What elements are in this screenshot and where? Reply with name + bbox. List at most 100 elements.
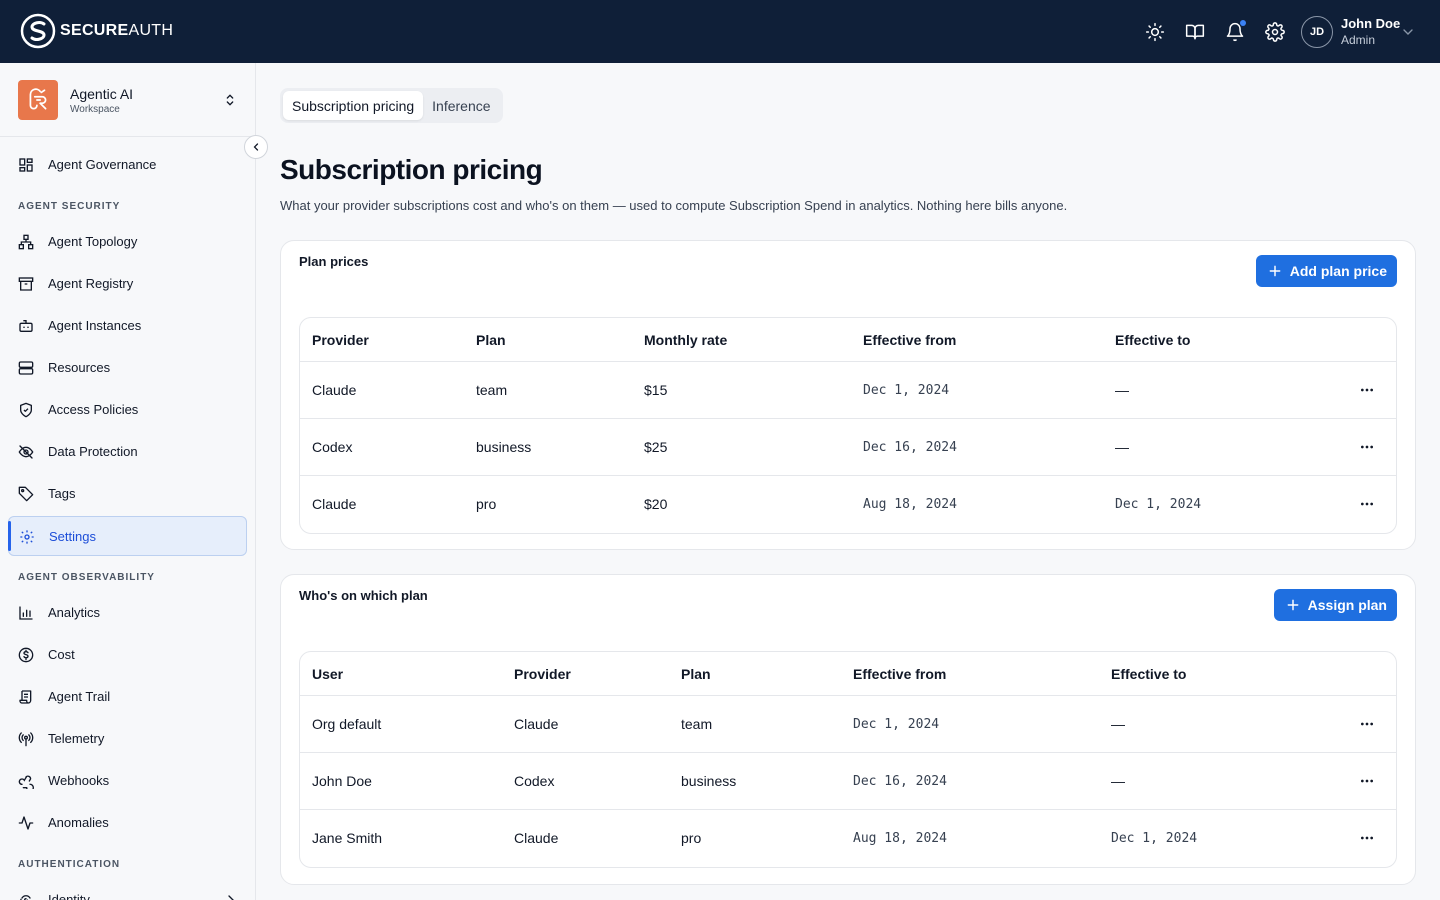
sidebar-item-label: Tags [48, 486, 76, 501]
cell-effective-from: Aug 18, 2024 [863, 497, 957, 512]
cell-plan: pro [681, 830, 702, 846]
bell-icon[interactable] [1223, 20, 1247, 44]
tab-bar: Subscription pricing Inference [280, 88, 503, 123]
section-agent-observability: AGENT OBSERVABILITY [18, 572, 155, 583]
cell-provider: Codex [514, 773, 555, 789]
workspace-name: Agentic AI [70, 86, 134, 102]
sidebar-item-anomalies[interactable]: Anomalies [8, 803, 247, 843]
cell-plan: team [681, 716, 713, 732]
collapse-sidebar-button[interactable] [244, 135, 268, 159]
column-header[interactable]: Effective to [1111, 666, 1187, 682]
table-row[interactable]: John Doe Codex business Dec 16, 2024 — [300, 753, 1396, 810]
notification-dot [1240, 20, 1246, 26]
cell-plan: business [681, 773, 737, 789]
chevron-down-icon[interactable] [1400, 24, 1416, 40]
sidebar-item-webhooks[interactable]: Webhooks [8, 761, 247, 801]
cell-rate: $15 [644, 382, 668, 398]
page-description: What your provider subscriptions cost an… [280, 198, 1068, 213]
table-header: Provider Plan Monthly rate Effective fro… [300, 318, 1396, 362]
column-header[interactable]: Plan [681, 666, 711, 682]
sidebar-item-telemetry[interactable]: Telemetry [8, 719, 247, 759]
user-role: Admin [1341, 33, 1376, 47]
page-title: Subscription pricing [280, 154, 543, 185]
sidebar-item-tags[interactable]: Tags [8, 474, 247, 514]
column-header[interactable]: User [312, 666, 344, 682]
top-bar: SECUREAUTH JD John Doe Admin [0, 0, 1440, 63]
table-row[interactable]: Claude pro $20 Aug 18, 2024 Dec 1, 2024 [300, 476, 1396, 533]
column-header[interactable]: Plan [476, 332, 506, 348]
gear-icon [20, 530, 34, 544]
sidebar-item-resources[interactable]: Resources [8, 348, 247, 388]
sidebar-item-data-protection[interactable]: Data Protection [8, 432, 247, 472]
plan-prices-card: Plan prices Add plan price Provider Plan… [280, 240, 1416, 550]
column-header[interactable]: Effective from [853, 666, 947, 682]
fingerprint-icon [20, 895, 31, 900]
table-row[interactable]: Jane Smith Claude pro Aug 18, 2024 Dec 1… [300, 810, 1396, 867]
theme-icon[interactable] [1143, 20, 1167, 44]
card-title: Who's on which plan [299, 588, 428, 603]
brand-bold-text: SECURE [60, 22, 129, 39]
table-row[interactable]: Codex business $25 Dec 16, 2024 — [300, 419, 1396, 476]
column-header[interactable]: Effective from [863, 332, 957, 348]
sidebar-item-agent-instances[interactable]: Agent Instances [8, 306, 247, 346]
sidebar-item-access-policies[interactable]: Access Policies [8, 390, 247, 430]
more-horizontal-icon[interactable] [1358, 773, 1376, 789]
sidebar-item-label: Webhooks [48, 773, 110, 788]
sidebar-item-agent-trail[interactable]: Agent Trail [8, 677, 247, 717]
sidebar-item-analytics[interactable]: Analytics [8, 593, 247, 633]
table-row[interactable]: Org default Claude team Dec 1, 2024 — [300, 696, 1396, 753]
cell-rate: $20 [644, 496, 668, 512]
bar-chart-icon [19, 606, 33, 620]
plan-prices-table: Provider Plan Monthly rate Effective fro… [299, 317, 1397, 534]
tab-inference[interactable]: Inference [432, 97, 491, 114]
section-authentication: AUTHENTICATION [18, 859, 121, 870]
column-header[interactable]: Provider [514, 666, 571, 682]
more-horizontal-icon[interactable] [1358, 716, 1376, 732]
settings-icon[interactable] [1263, 20, 1287, 44]
sidebar-item-agent-topology[interactable]: Agent Topology [8, 222, 247, 262]
table-header: User Provider Plan Effective from Effect… [300, 652, 1396, 696]
cell-effective-to: Dec 1, 2024 [1115, 497, 1202, 512]
more-horizontal-icon[interactable] [1358, 382, 1376, 398]
sidebar-item-label: Data Protection [48, 444, 138, 459]
chevrons-up-down-icon[interactable] [222, 92, 238, 108]
chevron-right-icon [228, 895, 234, 900]
user-avatar[interactable]: JD [1301, 16, 1333, 48]
cell-effective-from: Dec 1, 2024 [853, 717, 940, 732]
cell-effective-from: Dec 1, 2024 [863, 383, 950, 398]
brand-logo[interactable]: SECUREAUTH [20, 13, 173, 49]
add-plan-price-button[interactable]: Add plan price [1255, 255, 1397, 287]
more-horizontal-icon[interactable] [1358, 830, 1376, 846]
more-horizontal-icon[interactable] [1358, 496, 1376, 512]
sidebar-item-identity[interactable]: Identity [8, 880, 247, 900]
sidebar-item-label: Agent Topology [48, 234, 138, 249]
user-name[interactable]: John Doe [1341, 16, 1401, 31]
grid-icon [19, 158, 33, 172]
sidebar-item-settings[interactable]: Settings [8, 516, 247, 556]
cell-effective-from: Dec 16, 2024 [853, 774, 947, 789]
activity-icon [18, 816, 34, 830]
cell-user: Jane Smith [312, 830, 383, 846]
cell-plan: pro [476, 496, 497, 512]
sidebar-item-label: Agent Trail [48, 689, 111, 704]
tab-subscription-pricing[interactable]: Subscription pricing [283, 91, 424, 120]
cell-effective-to: Dec 1, 2024 [1111, 831, 1198, 846]
sidebar-item-label: Access Policies [48, 402, 139, 417]
sidebar-item-label: Anomalies [48, 815, 109, 830]
cell-provider: Claude [312, 496, 357, 512]
column-header[interactable]: Monthly rate [644, 332, 728, 348]
sidebar-item-agent-registry[interactable]: Agent Registry [8, 264, 247, 304]
workspace-switcher[interactable]: Agentic AI Workspace [0, 63, 255, 137]
sidebar-item-agent-governance[interactable]: Agent Governance [8, 145, 247, 185]
assign-plan-button[interactable]: Assign plan [1273, 589, 1397, 621]
sidebar-item-cost[interactable]: Cost [8, 635, 247, 675]
docs-icon[interactable] [1183, 20, 1207, 44]
more-horizontal-icon[interactable] [1358, 439, 1376, 455]
tag-icon [18, 486, 34, 502]
shield-icon [20, 402, 32, 418]
table-row[interactable]: Claude team $15 Dec 1, 2024 — [300, 362, 1396, 419]
sidebar-item-label: Resources [48, 360, 111, 375]
column-header[interactable]: Effective to [1115, 332, 1191, 348]
dollar-icon [18, 647, 34, 663]
column-header[interactable]: Provider [312, 332, 369, 348]
